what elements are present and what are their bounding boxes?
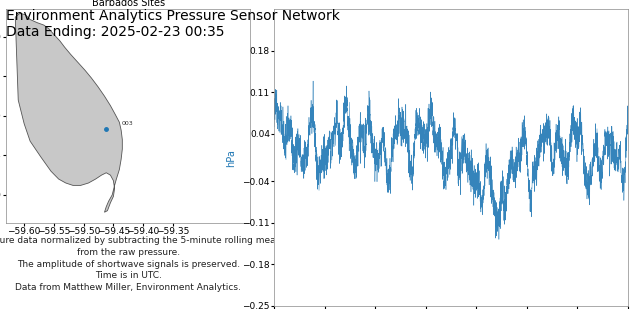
Title: Barbados Sites: Barbados Sites <box>92 0 165 8</box>
Text: Environment Analytics Pressure Sensor Network
Data Ending: 2025-02-23 00:35: Environment Analytics Pressure Sensor Ne… <box>6 9 340 40</box>
Y-axis label: hPa: hPa <box>226 149 236 167</box>
Polygon shape <box>15 13 122 212</box>
Text: 003: 003 <box>121 121 133 125</box>
Text: Pressure data normalized by subtracting the 5-minute rolling mean
from the raw p: Pressure data normalized by subtracting … <box>0 236 281 292</box>
